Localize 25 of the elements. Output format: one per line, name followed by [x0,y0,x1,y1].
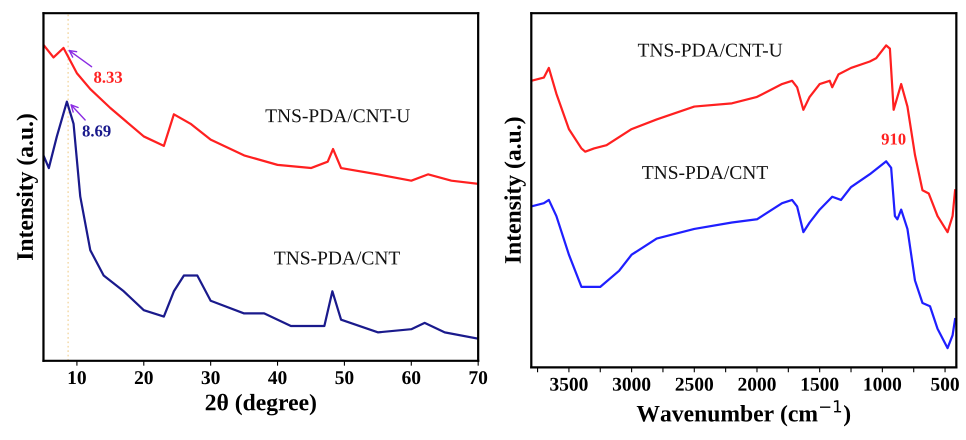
x-axis-title: Wavenumber (cm$^{−1}$) [636,400,850,426]
series-label: TNS-PDA/CNT [274,251,400,265]
x-tick-label: 2500 [676,378,713,391]
x-tick-label: 1500 [802,378,838,391]
x-tick-label: 500 [931,378,959,391]
x-axis-title: 2θ (degree) [206,394,316,416]
x-tick-label: 70 [470,371,488,384]
x-tick-label: 60 [402,371,420,384]
x-tick-label: 50 [335,371,354,384]
x-tick-label: 2000 [738,378,776,391]
x-tick-label: 3000 [612,378,650,391]
annotation: 8.33 [94,72,122,83]
x-tick-label: 1000 [864,378,902,391]
x-tick-label: 10 [68,371,86,384]
x-tick-label: 3500 [550,378,588,391]
series-label: TNS-PDA/CNT-U [638,44,782,57]
x-tick-label: 30 [202,371,220,384]
annotation: 910 [882,133,906,145]
x-tick-label: 20 [134,371,153,384]
annotation: 8.69 [82,125,111,137]
y-axis-title: Intensity (a.u.) [504,118,526,264]
x-tick-label: 40 [268,371,287,384]
y-axis-title: Intensity (a.u.) [16,114,38,260]
series-label: TNS-PDA/CNT-U [266,109,410,122]
series-label: TNS-PDA/CNT [642,166,768,180]
